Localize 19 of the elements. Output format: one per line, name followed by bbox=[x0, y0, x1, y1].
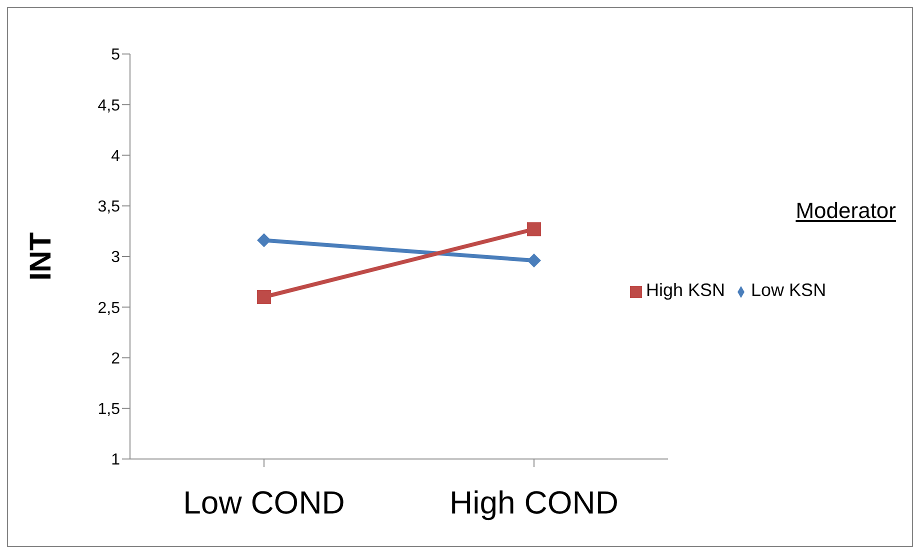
y-tick-label: 3,5 bbox=[98, 198, 120, 216]
legend-label: Low KSN bbox=[751, 280, 826, 300]
y-tick-label: 1,5 bbox=[98, 401, 120, 418]
y-tick-label: 2,5 bbox=[98, 300, 120, 317]
x-tick-label: High COND bbox=[450, 484, 618, 521]
y-tick-label: 4,5 bbox=[98, 97, 120, 114]
point bbox=[527, 222, 541, 236]
x-tick-label: Low COND bbox=[183, 484, 345, 521]
y-axis-title: INT bbox=[24, 232, 58, 281]
y-tick-label: 5 bbox=[111, 46, 120, 64]
y-tick-label: 2 bbox=[111, 350, 120, 368]
y-tick-label: 1 bbox=[111, 452, 120, 469]
legend-title: Moderator bbox=[794, 198, 896, 224]
point bbox=[257, 290, 271, 304]
legend-label: High KSN bbox=[646, 280, 726, 300]
point bbox=[257, 233, 271, 248]
point bbox=[527, 254, 541, 268]
y-tick-label: 3 bbox=[111, 249, 120, 266]
y-tick-label: 4 bbox=[111, 148, 120, 165]
